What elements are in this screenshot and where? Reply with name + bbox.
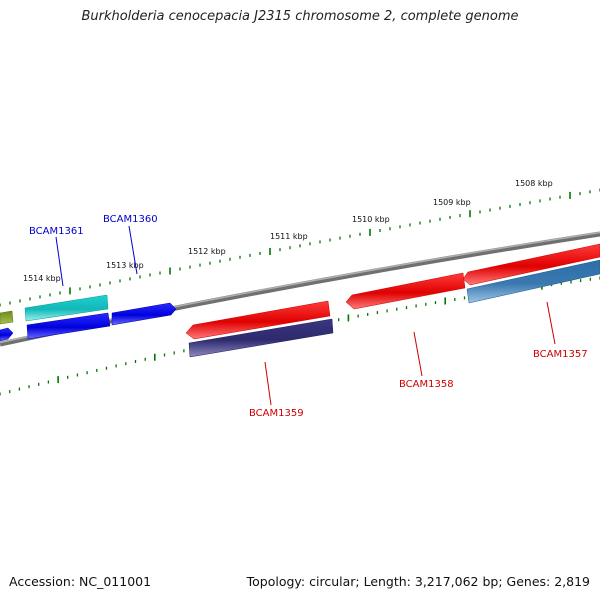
genome-title: Burkholderia cenocepacia J2315 chromosom… [81,9,519,24]
gene-bcam1360[interactable] [111,302,177,326]
gene-blue-reverse[interactable] [26,312,111,340]
gene-label-bcam1358[interactable]: BCAM1358 [399,379,454,390]
tick-label-1511: 1511 kbp [270,232,308,241]
leader-bcam1360 [128,225,138,275]
leader-bcam1357 [546,301,556,345]
gene-partial-blue[interactable] [0,327,14,342]
gene-label-bcam1360[interactable]: BCAM1360 [103,214,158,225]
tick-label-1509: 1509 kbp [433,198,471,207]
topology-summary-text: Topology: circular; Length: 3,217,062 bp… [246,574,590,589]
leader-bcam1359 [264,361,272,406]
gene-bcam1361[interactable] [24,294,109,322]
tick-label-1510: 1510 kbp [352,215,390,224]
tick-label-1512: 1512 kbp [188,247,226,256]
gene-bcam1357-reverse[interactable] [466,259,600,304]
leader-bcam1361 [55,236,64,287]
gene-label-bcam1361[interactable]: BCAM1361 [29,226,84,237]
outer-tick-track [0,188,600,307]
gene-label-bcam1359[interactable]: BCAM1359 [249,408,304,419]
tick-label-1508: 1508 kbp [515,179,553,188]
accession-text: Accession: NC_011001 [9,574,152,589]
tick-label-1513: 1513 kbp [106,261,144,270]
tick-label-1514: 1514 kbp [23,274,61,283]
gene-bcam1358[interactable] [345,272,466,310]
gene-bcam1359-reverse[interactable] [188,318,334,358]
gene-bcam1359-forward[interactable] [185,300,331,340]
gene-partial-olive[interactable] [0,310,14,325]
gene-label-bcam1357[interactable]: BCAM1357 [533,349,588,360]
leader-bcam1358 [413,331,423,377]
